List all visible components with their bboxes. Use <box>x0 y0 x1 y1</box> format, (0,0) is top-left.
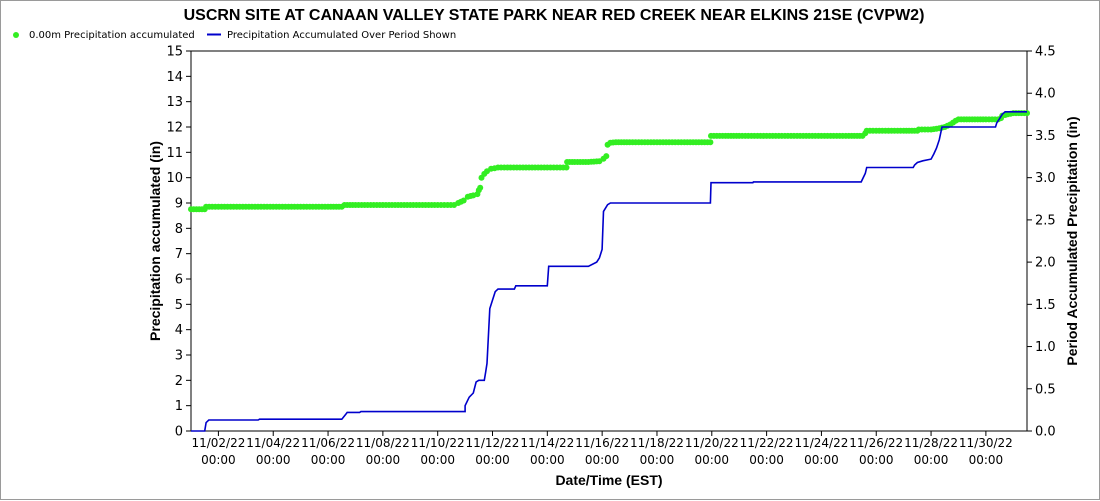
x-axis-label: Date/Time (EST) <box>555 472 662 488</box>
data-point-precip-accumulated <box>603 153 610 160</box>
y-tick-label: 15 <box>166 45 183 60</box>
x-tick-date: 11/22/22 <box>740 436 794 450</box>
x-tick-date: 11/16/22 <box>575 436 629 450</box>
y-axis-right: 0.0 0.5 1.0 1.5 2.0 2.5 3.0 3.5 4.0 4.5 <box>1027 45 1056 440</box>
y-tick-label: 7 <box>175 247 183 262</box>
x-tick-date: 11/02/22 <box>191 436 245 450</box>
plot-area <box>190 50 1028 432</box>
series-line-period-accumulated <box>191 111 1027 432</box>
y-tick-label: 4 <box>175 323 183 338</box>
x-tick-time: 00:00 <box>585 453 620 467</box>
x-tick-date: 11/26/22 <box>849 436 903 450</box>
legend-marker-green <box>13 32 19 38</box>
x-tick-time: 00:00 <box>475 453 510 467</box>
x-tick-date: 11/14/22 <box>520 436 574 450</box>
data-point-precip-accumulated <box>707 139 714 146</box>
data-point-precip-accumulated <box>460 197 467 204</box>
data-point-precip-accumulated <box>563 164 570 171</box>
y2-tick-label: 0.0 <box>1035 425 1056 440</box>
y2-tick-label: 2.5 <box>1035 213 1056 228</box>
x-tick-time: 00:00 <box>749 453 784 467</box>
x-tick-date: 11/30/22 <box>959 436 1013 450</box>
chart-legend: 0.00m Precipitation accumulated Precipit… <box>13 30 456 41</box>
x-tick-time: 00:00 <box>859 453 894 467</box>
data-point-precip-accumulated <box>477 184 484 191</box>
y-tick-label: 12 <box>166 121 183 136</box>
x-tick-time: 00:00 <box>804 453 839 467</box>
y-tick-label: 6 <box>175 273 183 288</box>
legend-label-green: 0.00m Precipitation accumulated <box>29 30 195 41</box>
x-tick-time: 00:00 <box>914 453 949 467</box>
x-tick-time: 00:00 <box>640 453 675 467</box>
y2-tick-label: 3.0 <box>1035 171 1056 186</box>
x-tick-time: 00:00 <box>366 453 401 467</box>
data-point-precip-accumulated <box>1024 110 1030 117</box>
y2-tick-label: 1.5 <box>1035 298 1056 313</box>
y-tick-label: 0 <box>175 425 183 440</box>
y-tick-label: 11 <box>166 146 183 161</box>
series-layer <box>188 110 1030 432</box>
y-tick-label: 3 <box>175 349 183 364</box>
chart-title: USCRN SITE AT CANAAN VALLEY STATE PARK N… <box>184 7 925 24</box>
x-tick-time: 00:00 <box>256 453 291 467</box>
x-tick-time: 00:00 <box>201 453 236 467</box>
y-tick-label: 10 <box>166 171 183 186</box>
x-tick-date: 11/10/22 <box>411 436 465 450</box>
y2-tick-label: 2.0 <box>1035 256 1056 271</box>
y-axis-label: Precipitation accumulated (in) <box>147 141 163 341</box>
y2-tick-label: 1.0 <box>1035 340 1056 355</box>
y-tick-label: 13 <box>166 95 183 110</box>
x-tick-date: 11/06/22 <box>301 436 355 450</box>
plot-border <box>190 50 1028 432</box>
x-tick-date: 11/04/22 <box>246 436 300 450</box>
x-tick-date: 11/18/22 <box>630 436 684 450</box>
x-tick-date: 11/24/22 <box>794 436 848 450</box>
y2-tick-label: 4.0 <box>1035 87 1056 102</box>
y2-axis-label: Period Accumulated Precipitation (in) <box>1064 116 1080 365</box>
y2-tick-label: 0.5 <box>1035 382 1056 397</box>
y-tick-label: 2 <box>175 374 183 389</box>
x-tick-date: 11/12/22 <box>466 436 520 450</box>
x-tick-time: 00:00 <box>420 453 455 467</box>
x-tick-time: 00:00 <box>311 453 346 467</box>
x-tick-time: 00:00 <box>969 453 1004 467</box>
y-tick-label: 5 <box>175 298 183 313</box>
y2-tick-label: 3.5 <box>1035 129 1056 144</box>
x-tick-date: 11/28/22 <box>904 436 958 450</box>
x-tick-time: 00:00 <box>530 453 565 467</box>
legend-label-blue: Precipitation Accumulated Over Period Sh… <box>227 30 456 41</box>
x-tick-date: 11/20/22 <box>685 436 739 450</box>
y-tick-label: 9 <box>175 197 183 212</box>
x-tick-time: 00:00 <box>694 453 729 467</box>
y2-tick-label: 4.5 <box>1035 45 1056 60</box>
x-axis: 11/02/22 00:00 11/04/22 00:00 11/06/22 00:00 1… <box>191 431 1013 467</box>
y-tick-label: 1 <box>175 399 183 414</box>
y-tick-label: 8 <box>175 222 183 237</box>
x-tick-date: 11/08/22 <box>356 436 410 450</box>
y-tick-label: 14 <box>166 70 183 85</box>
